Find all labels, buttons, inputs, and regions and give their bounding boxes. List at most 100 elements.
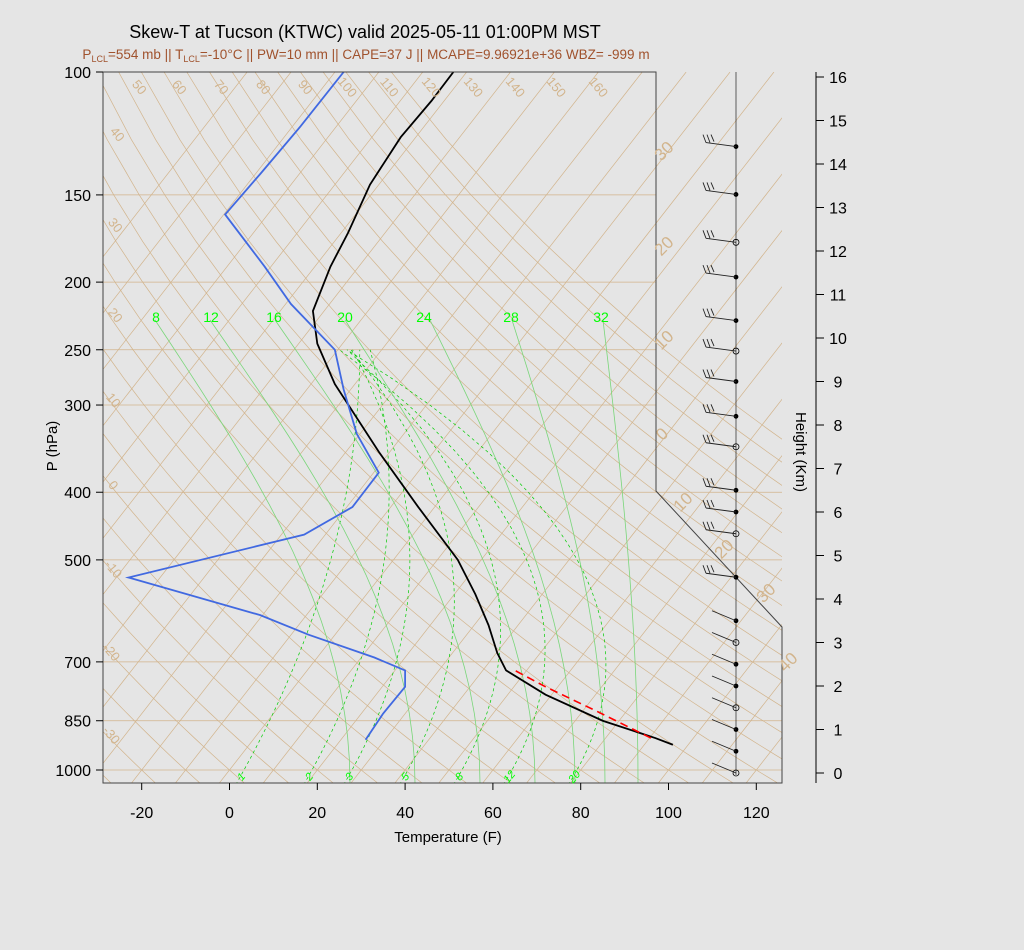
height-tick-label: 13 <box>829 201 847 218</box>
dry-adiabat <box>345 72 782 486</box>
height-tick-label: 10 <box>829 331 847 348</box>
wind-barb-flag <box>706 521 711 530</box>
dry-adiabat <box>103 602 290 783</box>
wind-barb-flag <box>710 308 715 316</box>
x-tick-label: 120 <box>743 805 770 822</box>
moist-adiabat <box>274 319 481 783</box>
wind-barb <box>705 237 737 243</box>
isotherm-line <box>570 511 782 783</box>
dry-adiabat <box>103 687 201 783</box>
dry-adiabat <box>103 517 379 783</box>
profiles <box>125 72 674 746</box>
isotherm-line <box>218 72 775 783</box>
wind-barb-flag <box>706 308 711 317</box>
wind-barb <box>705 190 737 195</box>
x-axis-label: Temperature (F) <box>394 829 502 846</box>
wind-barb-flag <box>710 182 715 190</box>
moist-adiabat <box>209 319 416 783</box>
wind-barb <box>711 632 737 643</box>
isotherm-line <box>1008 72 1024 785</box>
wind-barb-flag <box>710 404 715 412</box>
chart-title: Skew-T at Tucson (KTWC) valid 2025-05-11… <box>129 22 601 42</box>
isotherm-line <box>175 72 731 783</box>
y-tick-label: 700 <box>64 655 91 672</box>
subtitle-t-lcl-val: =-10°C <box>200 47 243 62</box>
wind-barb-flag <box>706 264 711 274</box>
wind-barb <box>705 442 737 448</box>
isotherm-line <box>262 117 782 783</box>
mixing-ratio-top-label: 32 <box>593 309 609 325</box>
wind-barb-flag <box>706 182 711 191</box>
plot-frame <box>96 71 824 790</box>
isotherm-line <box>103 72 599 708</box>
y-tick-label: 200 <box>64 275 91 292</box>
wind-barb <box>711 610 737 622</box>
wind-barb-flag <box>702 521 707 530</box>
wind-barb-flag <box>702 308 707 317</box>
height-tick-label: 9 <box>834 375 843 392</box>
subtitle-t-lcl-sub: LCL <box>183 54 200 64</box>
dry-adiabat <box>322 72 782 510</box>
wind-barb-flag <box>710 230 715 238</box>
wind-barb-flag <box>710 565 715 573</box>
dry-adiabat <box>141 72 782 707</box>
y-tick-label: 150 <box>64 188 91 205</box>
dry-adiabat <box>0 72 24 785</box>
height-tick-label: 11 <box>830 288 847 305</box>
wind-barb <box>711 697 737 709</box>
height-tick-label: 14 <box>829 157 847 174</box>
dry-adiabat <box>103 348 556 783</box>
mixing-ratio-top-label: 20 <box>337 309 353 325</box>
wind-barb <box>711 719 737 730</box>
x-tick-label: 80 <box>572 805 590 822</box>
isotherm-line <box>614 567 782 783</box>
temperature-line <box>311 72 674 746</box>
wind-barb-flag <box>706 404 711 413</box>
x-tick-label: 60 <box>484 805 502 822</box>
wind-barb-flag <box>706 565 711 574</box>
wind-barb-flag <box>702 134 707 143</box>
isotherm-line <box>438 342 782 783</box>
isotherm-line <box>103 72 248 258</box>
isotherm-line <box>833 72 1024 785</box>
wind-barb-flag <box>706 499 711 509</box>
moist-adiabat <box>602 319 639 783</box>
wind-barb <box>705 529 737 535</box>
height-tick-label: 3 <box>834 636 843 653</box>
x-tick-label: 0 <box>225 805 234 822</box>
isotherm-line <box>103 72 467 539</box>
wind-barb <box>711 762 737 774</box>
wind-barbs <box>702 72 740 777</box>
wind-barb-flag <box>710 134 715 142</box>
isotherm-line <box>657 623 782 783</box>
height-tick-label: 12 <box>829 244 847 261</box>
y-tick-label: 250 <box>64 343 91 360</box>
dry-adiabat <box>163 72 782 682</box>
dry-adiabat <box>103 559 334 783</box>
wind-barb-flag <box>706 134 711 143</box>
dry-adiabat <box>209 72 782 631</box>
plot-border <box>102 71 783 784</box>
y-tick-label: 850 <box>64 714 91 731</box>
parcel-line <box>514 669 652 739</box>
dry-adiabat <box>103 433 468 783</box>
mixing-ratio-top-label: 16 <box>266 309 282 325</box>
isotherm-line <box>745 736 782 783</box>
wind-barb-flag <box>710 521 715 529</box>
height-tick-label: 4 <box>834 592 843 609</box>
wind-barb-flag <box>710 264 715 273</box>
wind-barb-flag <box>710 499 715 508</box>
wind-barb-flag <box>710 434 715 442</box>
x-tick-label: 20 <box>308 805 326 822</box>
chart-subtitle: PLCL=554 mb || TLCL=-10°C || PW=10 mm ||… <box>82 47 649 64</box>
dry-adiabat <box>103 174 734 783</box>
mixing-ratio-top-label: 24 <box>416 309 432 325</box>
mixing-ratio-line <box>346 349 607 783</box>
wind-barb <box>705 346 737 352</box>
subtitle-sep: || <box>161 47 175 62</box>
background-lines <box>0 72 1024 785</box>
mixing-ratio-line <box>344 349 411 783</box>
wind-barb <box>705 142 737 148</box>
isotherm-line <box>350 229 782 783</box>
